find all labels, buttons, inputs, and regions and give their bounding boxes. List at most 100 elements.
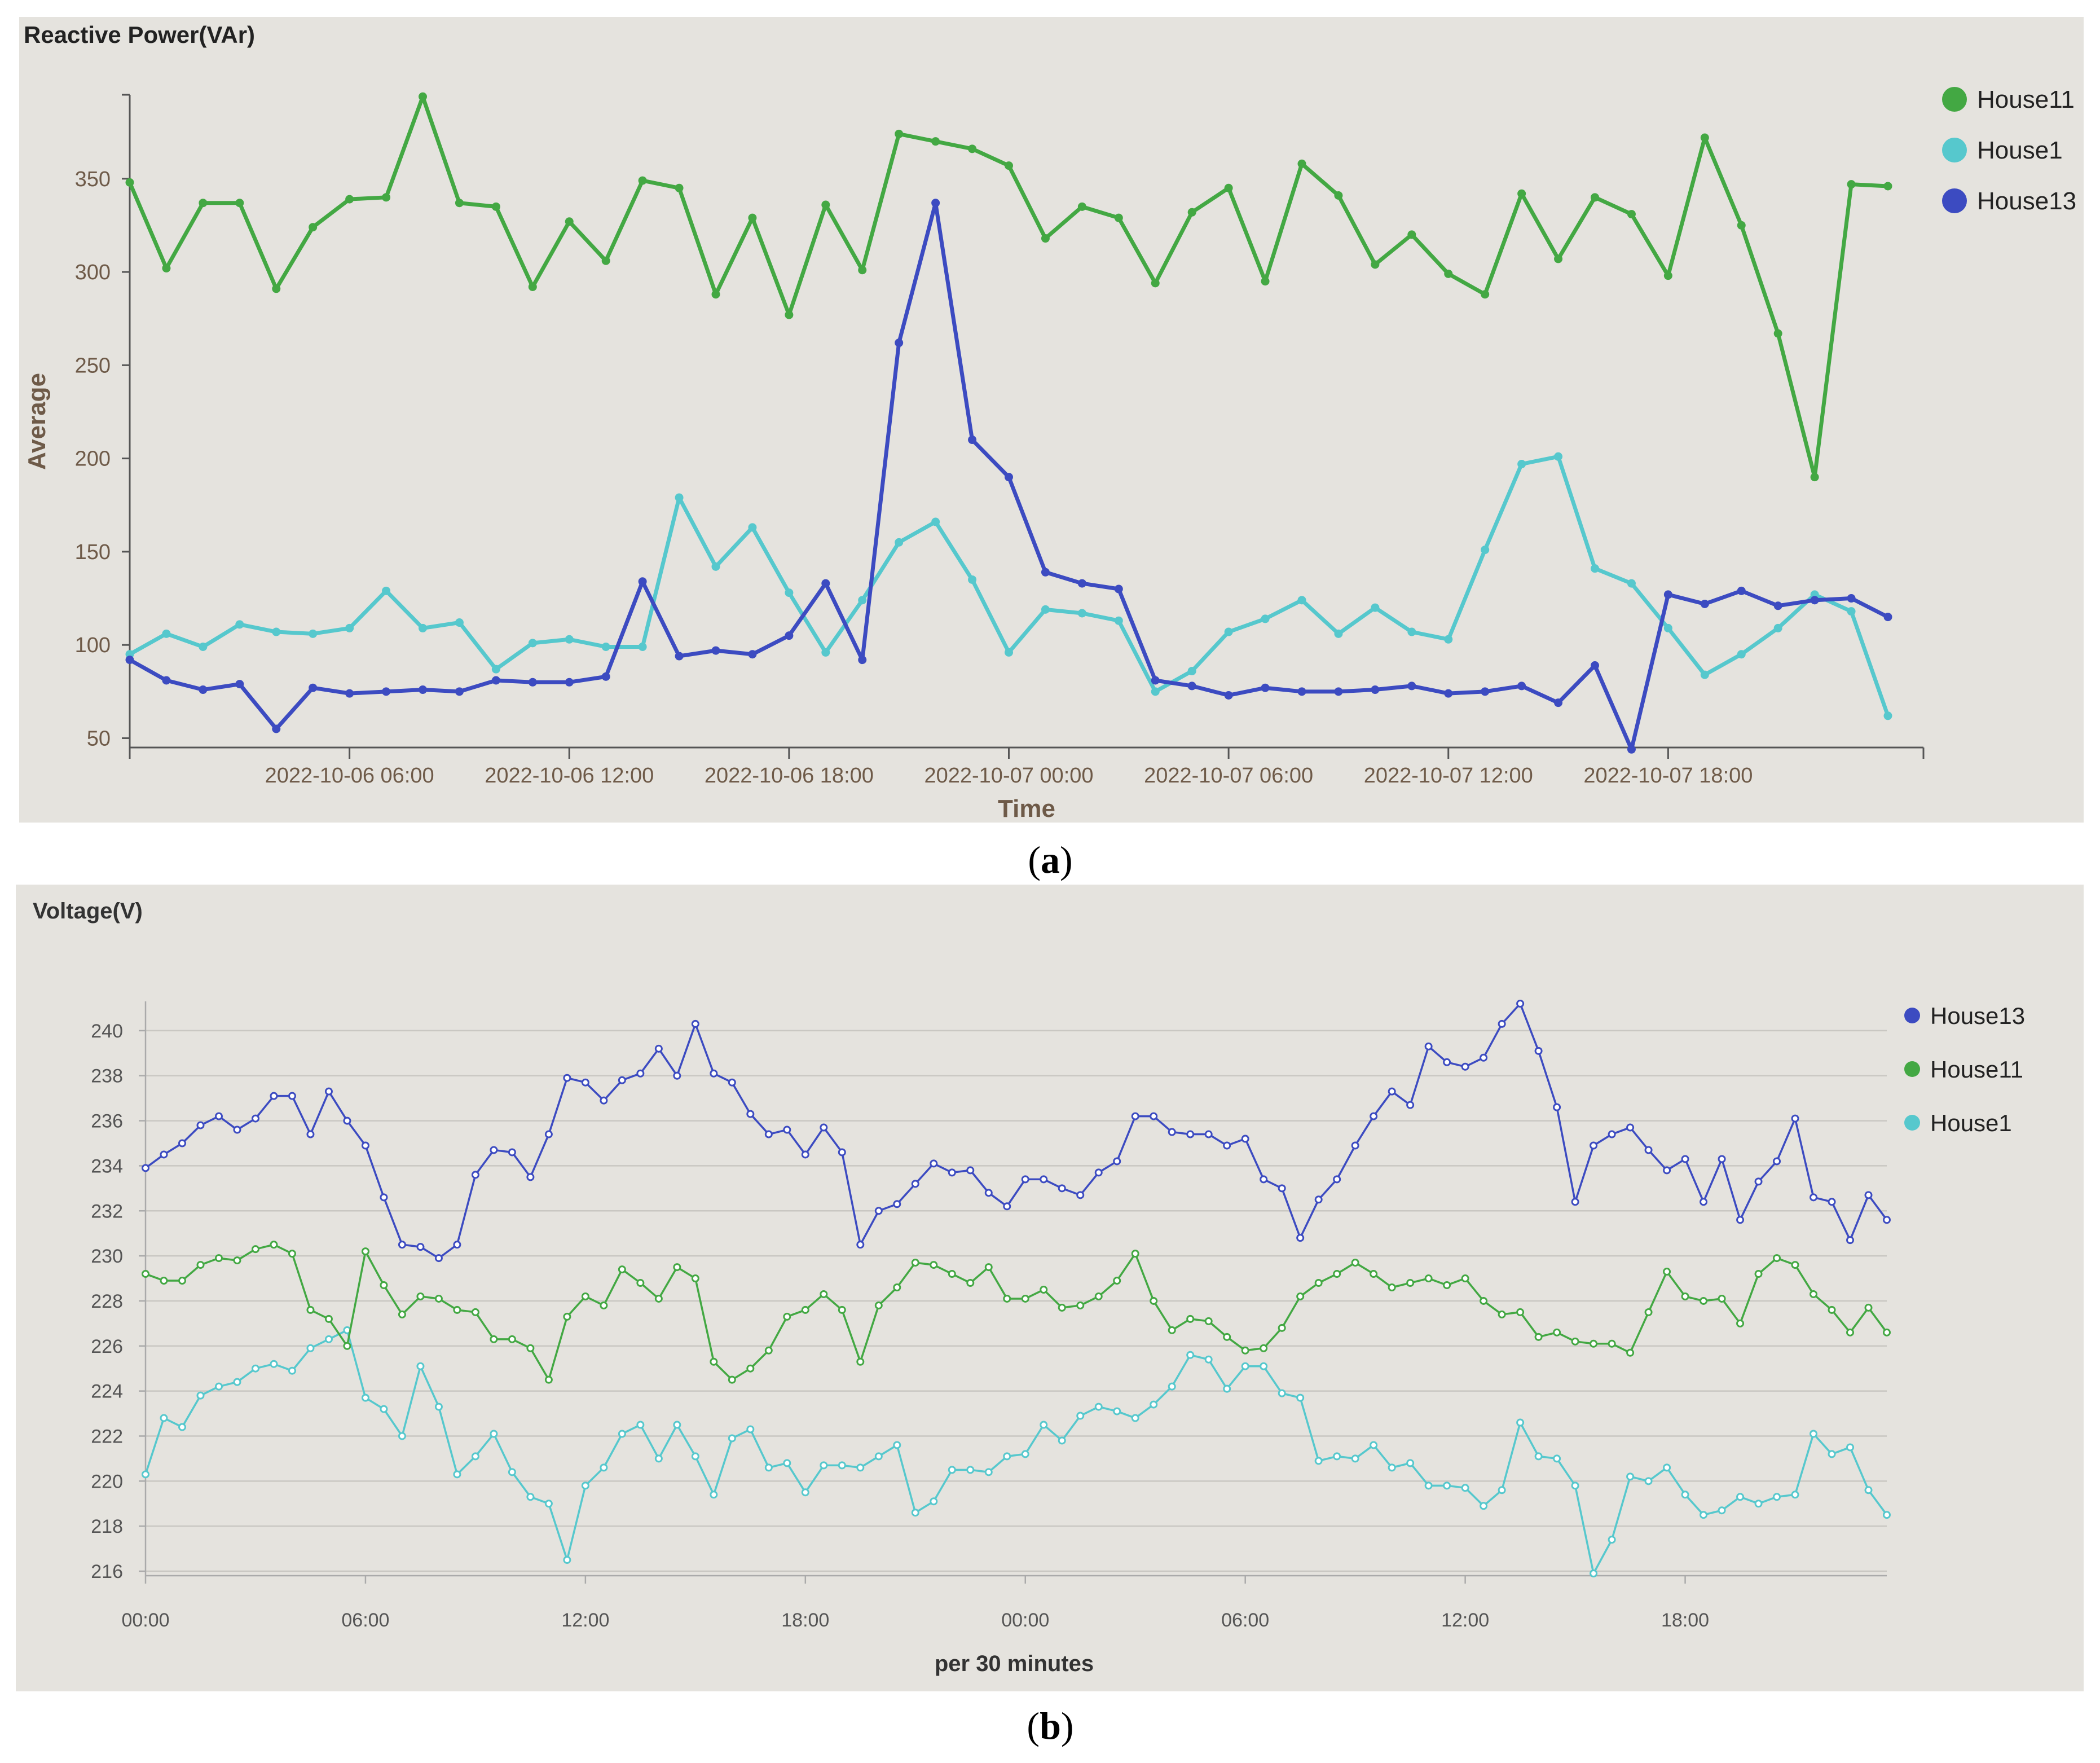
chart-b-point-house1 bbox=[1388, 1463, 1396, 1472]
chart-a-point-house11 bbox=[1187, 208, 1196, 217]
chart-a-point-house1 bbox=[1151, 687, 1160, 696]
chart-a-point-house11 bbox=[235, 199, 244, 208]
chart-b-point-house11 bbox=[544, 1375, 553, 1384]
chart-b-y-tick-label: 216 bbox=[91, 1561, 123, 1582]
chart-a-point-house13 bbox=[125, 656, 134, 665]
chart-a-point-house1 bbox=[1737, 650, 1746, 659]
chart-b-point-house13 bbox=[1003, 1202, 1011, 1211]
chart-b-point-house13 bbox=[801, 1150, 809, 1159]
chart-b-point-house13 bbox=[1406, 1101, 1415, 1109]
chart-b-legend-label: House13 bbox=[1930, 1003, 2025, 1029]
chart-b-point-house1 bbox=[948, 1466, 956, 1474]
chart-a-point-house13 bbox=[1005, 473, 1013, 482]
chart-b-point-house13 bbox=[1700, 1198, 1708, 1206]
chart-b-point-house11 bbox=[1388, 1283, 1396, 1292]
chart-a-point-house11 bbox=[272, 284, 281, 293]
chart-b-point-house13 bbox=[160, 1150, 168, 1159]
chart-b-x-tick-label: 18:00 bbox=[1661, 1610, 1709, 1631]
chart-b-point-house1 bbox=[1754, 1500, 1763, 1508]
chart-b-point-house11 bbox=[1681, 1292, 1689, 1300]
chart-b-point-house1 bbox=[874, 1452, 883, 1461]
chart-b-point-house11 bbox=[1480, 1296, 1488, 1305]
chart-b-point-house1 bbox=[1278, 1389, 1286, 1397]
chart-b-point-house1 bbox=[618, 1430, 626, 1438]
chart-a-point-house13 bbox=[528, 678, 537, 687]
chart-a-point-house11 bbox=[895, 129, 904, 138]
chart-b-point-house11 bbox=[893, 1283, 901, 1292]
chart-b-point-house13 bbox=[270, 1092, 278, 1100]
chart-b-point-house13 bbox=[930, 1159, 938, 1168]
chart-b-point-house1 bbox=[1718, 1506, 1726, 1515]
chart-b-point-house11 bbox=[1333, 1270, 1341, 1278]
chart-a-point-house13 bbox=[1517, 682, 1526, 691]
chart-a-point-house1 bbox=[309, 629, 318, 638]
chart-b-point-house11 bbox=[1810, 1290, 1818, 1298]
chart-b-point-house1 bbox=[1204, 1355, 1213, 1364]
chart-a-point-house13 bbox=[309, 683, 318, 692]
chart-a-point-house1 bbox=[968, 575, 977, 584]
chart-b-point-house11 bbox=[324, 1314, 333, 1323]
chart-b-point-house11 bbox=[691, 1274, 699, 1283]
chart-a-point-house1 bbox=[1883, 711, 1892, 720]
chart-b-point-house1 bbox=[1094, 1403, 1103, 1411]
chart-b-point-house1 bbox=[1700, 1511, 1708, 1519]
chart-b-point-house11 bbox=[214, 1254, 223, 1263]
chart-b-point-house11 bbox=[581, 1292, 589, 1300]
chart-a-x-ticks: 2022-10-06 06:00 2022-10-06 12:00 2022-10-… bbox=[129, 748, 1753, 788]
chart-b-point-house11 bbox=[1883, 1328, 1891, 1336]
chart-b-point-house13 bbox=[434, 1254, 443, 1263]
chart-b-point-house1 bbox=[673, 1421, 681, 1429]
chart-a-point-house11 bbox=[162, 263, 171, 272]
chart-a-x-tick-label: 2022-10-07 12:00 bbox=[1364, 764, 1533, 788]
chart-a-point-house1 bbox=[1334, 629, 1343, 638]
chart-b-point-house1 bbox=[251, 1364, 259, 1373]
chart-b-point-house11 bbox=[178, 1277, 186, 1285]
chart-b-point-house11 bbox=[160, 1277, 168, 1285]
chart-b-point-house13 bbox=[783, 1125, 791, 1134]
chart-b-point-house11 bbox=[600, 1301, 608, 1309]
chart-a-point-house11 bbox=[199, 199, 208, 208]
chart-b-point-house11 bbox=[490, 1335, 498, 1343]
chart-b-point-house1 bbox=[1040, 1421, 1048, 1429]
chart-b-point-house11 bbox=[1461, 1274, 1469, 1283]
chart-b-point-house1 bbox=[1590, 1569, 1598, 1578]
chart-b-point-house13 bbox=[361, 1141, 369, 1150]
chart-a-point-house1 bbox=[1261, 614, 1270, 623]
chart-b-point-house1 bbox=[1553, 1454, 1561, 1463]
chart-a-y-tick-label: 150 bbox=[75, 540, 111, 564]
chart-a-legend-label: House13 bbox=[1977, 187, 2076, 215]
chart-b-point-house13 bbox=[1388, 1087, 1396, 1096]
chart-a-point-house11 bbox=[1627, 210, 1636, 219]
chart-b-point-house1 bbox=[1370, 1441, 1378, 1449]
chart-b-point-house1 bbox=[526, 1493, 535, 1501]
chart-b-point-house1 bbox=[1223, 1384, 1231, 1393]
chart-b-point-house1 bbox=[160, 1414, 168, 1422]
chart-b-point-house13 bbox=[1443, 1058, 1451, 1066]
chart-a-point-house13 bbox=[272, 724, 281, 733]
chart-b-point-house1 bbox=[233, 1378, 241, 1386]
chart-b-point-house1 bbox=[214, 1382, 223, 1391]
chart-b-point-house11 bbox=[710, 1357, 718, 1366]
chart-b-point-house13 bbox=[600, 1096, 608, 1105]
chart-a-point-house13 bbox=[382, 687, 391, 696]
chart-b-point-house11 bbox=[142, 1270, 149, 1278]
chart-a-point-house11 bbox=[309, 223, 318, 232]
chart-b-point-house11 bbox=[380, 1281, 388, 1290]
chart-b-point-house13 bbox=[673, 1071, 681, 1080]
chart-b-point-house1 bbox=[1076, 1412, 1085, 1420]
chart-b-point-house13 bbox=[1608, 1130, 1616, 1138]
chart-a-point-house1 bbox=[199, 642, 208, 651]
chart-a-y-ticks: 50 100 150 200 250 300 350 bbox=[75, 168, 130, 750]
chart-b-point-house11 bbox=[948, 1270, 956, 1278]
chart-a-point-house13 bbox=[1883, 613, 1892, 622]
chart-a-point-house11 bbox=[491, 202, 500, 211]
chart-a-point-house1 bbox=[1077, 609, 1086, 618]
chart-b-point-house13 bbox=[1461, 1062, 1469, 1071]
chart-b-point-house1 bbox=[984, 1468, 993, 1476]
chart-a-background bbox=[19, 17, 2084, 823]
chart-b-point-house11 bbox=[1590, 1339, 1598, 1348]
chart-b-line-house1 bbox=[144, 1329, 1888, 1575]
chart-a-point-house13 bbox=[235, 680, 244, 689]
chart-b-point-house11 bbox=[874, 1301, 883, 1309]
